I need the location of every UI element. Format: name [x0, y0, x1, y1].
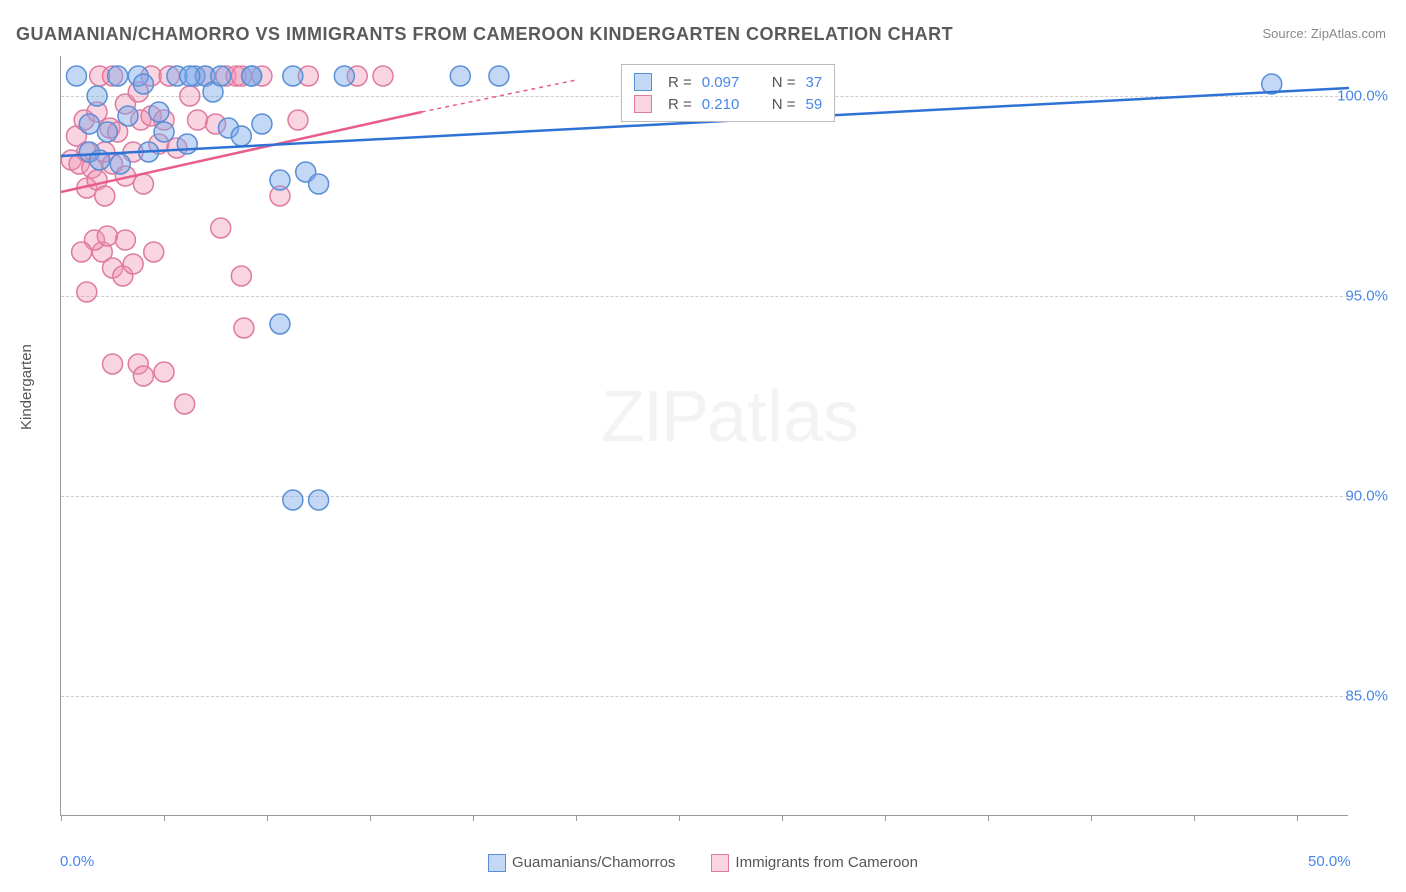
scatter-point [373, 66, 393, 86]
stat-n-value: 59 [806, 96, 823, 113]
scatter-point [123, 254, 143, 274]
scatter-point [133, 366, 153, 386]
scatter-point [175, 394, 195, 414]
scatter-point [180, 86, 200, 106]
scatter-point [270, 170, 290, 190]
scatter-point [97, 122, 117, 142]
y-axis-value: 90.0% [1345, 488, 1388, 505]
stat-r-value: 0.097 [702, 74, 754, 91]
scatter-point [211, 66, 231, 86]
x-axis-tick [1194, 815, 1195, 821]
series2-swatch-icon [634, 95, 652, 113]
series2-swatch-icon [711, 854, 729, 872]
legend-label: Guamanians/Chamorros [512, 854, 675, 871]
scatter-point [118, 106, 138, 126]
stat-r-label: R = [668, 96, 692, 113]
correlation-stat-box: R = 0.097 N = 37 R = 0.210 N = 59 [621, 64, 835, 122]
scatter-point [309, 174, 329, 194]
scatter-point [149, 102, 169, 122]
x-axis-tick [885, 815, 886, 821]
chart-source: Source: ZipAtlas.com [1262, 26, 1386, 41]
scatter-point [231, 266, 251, 286]
scatter-point [144, 242, 164, 262]
series1-swatch-icon [634, 73, 652, 91]
scatter-point [288, 110, 308, 130]
x-axis-tick [988, 815, 989, 821]
scatter-point [489, 66, 509, 86]
scatter-point [450, 66, 470, 86]
x-axis-tick [473, 815, 474, 821]
scatter-point [242, 66, 262, 86]
y-axis-value: 85.0% [1345, 688, 1388, 705]
stat-n-label: N = [772, 74, 796, 91]
scatter-point [87, 86, 107, 106]
stat-n-label: N = [772, 96, 796, 113]
x-axis-tick [267, 815, 268, 821]
chart-title: GUAMANIAN/CHAMORRO VS IMMIGRANTS FROM CA… [16, 24, 953, 45]
scatter-point [283, 490, 303, 510]
legend-label: Immigrants from Cameroon [735, 854, 918, 871]
scatter-point [283, 66, 303, 86]
x-axis-tick [576, 815, 577, 821]
scatter-point [77, 282, 97, 302]
x-axis-tick [61, 815, 62, 821]
stat-row: R = 0.210 N = 59 [634, 93, 822, 115]
stat-n-value: 37 [806, 74, 823, 91]
legend-item: Guamanians/Chamorros [488, 854, 675, 872]
chart-svg [61, 56, 1348, 815]
scatter-point [177, 134, 197, 154]
legend: Guamanians/Chamorros Immigrants from Came… [0, 854, 1406, 872]
stat-r-value: 0.210 [702, 96, 754, 113]
stat-row: R = 0.097 N = 37 [634, 71, 822, 93]
scatter-point [309, 490, 329, 510]
x-axis-tick [1297, 815, 1298, 821]
x-axis-tick [1091, 815, 1092, 821]
scatter-point [154, 122, 174, 142]
scatter-point [234, 318, 254, 338]
scatter-point [108, 66, 128, 86]
x-axis-tick [370, 815, 371, 821]
scatter-point [211, 218, 231, 238]
scatter-point [115, 230, 135, 250]
scatter-point [133, 74, 153, 94]
legend-item: Immigrants from Cameroon [711, 854, 918, 872]
y-axis-label: Kindergarten [18, 344, 35, 430]
scatter-point [110, 154, 130, 174]
y-axis-value: 95.0% [1345, 288, 1388, 305]
scatter-point [95, 186, 115, 206]
scatter-point [79, 114, 99, 134]
x-axis-tick [164, 815, 165, 821]
plot-area: ZIPatlas R =0.097N =37R =0.210N =59 [60, 56, 1348, 816]
scatter-point [154, 362, 174, 382]
scatter-point [252, 114, 272, 134]
scatter-point [188, 110, 208, 130]
scatter-point [231, 126, 251, 146]
x-axis-tick [679, 815, 680, 821]
x-axis-tick [782, 815, 783, 821]
scatter-point [66, 66, 86, 86]
scatter-point [97, 226, 117, 246]
stat-r-label: R = [668, 74, 692, 91]
scatter-point [334, 66, 354, 86]
scatter-point [103, 354, 123, 374]
y-axis-value: 100.0% [1337, 88, 1388, 105]
series1-swatch-icon [488, 854, 506, 872]
scatter-point [72, 242, 92, 262]
scatter-point [180, 66, 200, 86]
scatter-point [133, 174, 153, 194]
scatter-point [270, 314, 290, 334]
